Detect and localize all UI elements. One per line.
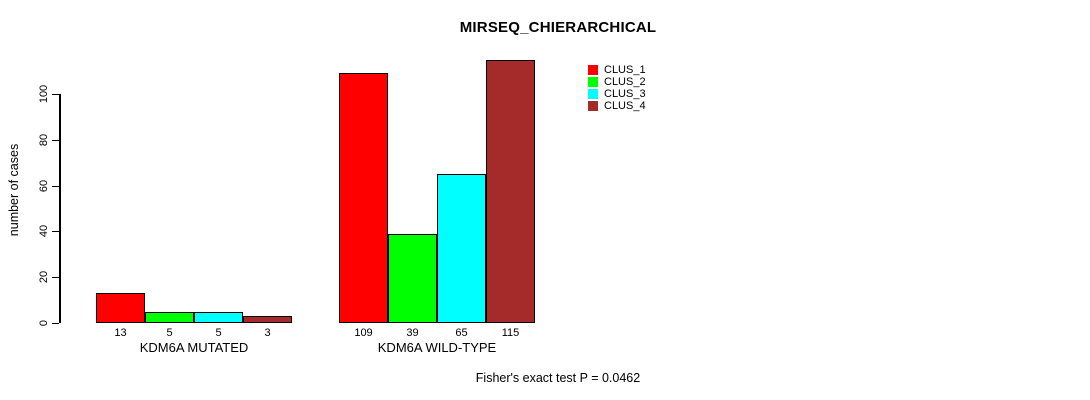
bar-clus_1-1 — [96, 293, 145, 323]
legend: CLUS_1 CLUS_2 CLUS_3 CLUS_4 — [588, 64, 646, 112]
legend-swatch-icon — [588, 77, 598, 87]
y-tick-label: 40 — [38, 224, 50, 238]
y-tick-mark — [52, 185, 59, 187]
bar-value-label: 109 — [354, 327, 373, 339]
legend-label: CLUS_4 — [604, 100, 646, 112]
bar-clus_4-1 — [243, 316, 292, 323]
bar-clus_1-2 — [339, 73, 388, 323]
legend-swatch-icon — [588, 89, 598, 99]
y-tick-label: 0 — [38, 319, 50, 327]
y-tick-label: 20 — [38, 270, 50, 284]
legend-row: CLUS_4 — [588, 100, 646, 112]
fisher-test-note: Fisher's exact test P = 0.0462 — [475, 371, 641, 385]
y-tick-label: 100 — [38, 84, 50, 104]
bar-value-label: 5 — [215, 327, 222, 339]
bar-clus_3-2 — [437, 174, 486, 323]
bar-value-label: 5 — [166, 327, 173, 339]
legend-swatch-icon — [588, 101, 598, 111]
legend-row: CLUS_3 — [588, 88, 646, 100]
y-tick-mark — [52, 276, 59, 278]
bar-clus_4-2 — [486, 60, 535, 323]
bar-clus_3-1 — [194, 312, 243, 323]
y-tick-mark — [52, 139, 59, 141]
bar-value-label: 115 — [501, 327, 520, 339]
bar-value-label: 3 — [264, 327, 271, 339]
y-tick-label: 80 — [38, 133, 50, 147]
chart-title: MIRSEQ_CHIERARCHICAL — [459, 19, 657, 36]
y-tick-label: 60 — [38, 179, 50, 193]
legend-label: CLUS_1 — [604, 64, 646, 76]
y-axis-line — [59, 94, 61, 323]
legend-swatch-icon — [588, 65, 598, 75]
legend-label: CLUS_2 — [604, 76, 646, 88]
y-axis-title: number of cases — [7, 143, 21, 237]
bar-value-label: 39 — [406, 327, 419, 339]
x-group-label: KDM6A WILD-TYPE — [377, 340, 497, 355]
bar-value-label: 13 — [114, 327, 127, 339]
legend-row: CLUS_2 — [588, 76, 646, 88]
y-tick-mark — [52, 93, 59, 95]
bar-clus_2-2 — [388, 234, 437, 323]
bar-value-label: 65 — [455, 327, 468, 339]
y-tick-mark — [52, 322, 59, 324]
legend-row: CLUS_1 — [588, 64, 646, 76]
bar-clus_2-1 — [145, 312, 194, 323]
x-group-label: KDM6A MUTATED — [139, 340, 249, 355]
y-tick-mark — [52, 230, 59, 232]
legend-label: CLUS_3 — [604, 88, 646, 100]
